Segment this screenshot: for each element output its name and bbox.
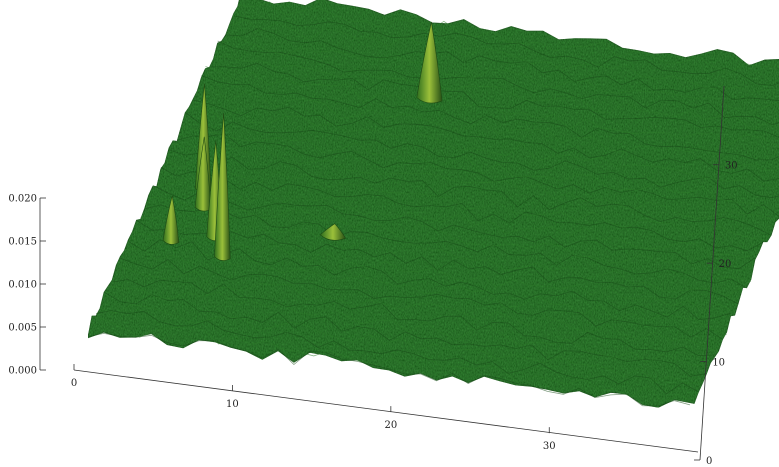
surface-texture-line: [168, 149, 772, 236]
surface-texture-line: [148, 196, 751, 283]
surface-texture-line: [164, 160, 768, 241]
peaks: [162, 21, 443, 261]
peak: [416, 21, 443, 104]
surface-texture-line: [136, 220, 739, 305]
surface-texture-line: [177, 133, 779, 217]
surface-texture-line: [152, 185, 756, 270]
z-tick-label: 0.000: [8, 366, 37, 377]
surface-texture-line: [160, 166, 764, 252]
surface-floor: [87, 0, 779, 408]
z-tick-label: 0.015: [8, 237, 37, 248]
surface-texture-line: [189, 106, 779, 188]
surface-texture-line: [229, 19, 779, 93]
x-tick-label: 10: [226, 399, 239, 410]
surface-texture-line: [120, 257, 723, 340]
y-tick-label: 0: [706, 456, 712, 467]
surface-texture-line: [193, 99, 779, 182]
surface-texture-line: [100, 304, 703, 384]
y-axis-line: [699, 85, 725, 461]
y-tick-label: 20: [719, 259, 732, 270]
surface-texture-line: [144, 204, 747, 289]
y-tick-label: 30: [725, 161, 738, 172]
axes: 0.000 0.005 0.010 0.015 0.020 0 10 20 30 0 10 20 30: [8, 85, 738, 467]
surface-texture-line: [237, 1, 779, 75]
surface-texture-line: [103, 291, 707, 377]
surface-texture-line: [112, 279, 715, 357]
surface-texture-line: [87, 332, 691, 407]
z-tick-label: 0.020: [8, 194, 37, 205]
surface-texture-line: [108, 286, 711, 367]
surface-texture-line: [116, 263, 719, 352]
x-tick-label: 0: [71, 378, 77, 389]
surface-texture-line: [209, 62, 779, 138]
surface-texture-line: [96, 310, 699, 395]
surface-texture-line: [217, 40, 779, 126]
surface-texture-line: [201, 75, 779, 161]
surface-texture-line: [185, 112, 779, 199]
x-tick-label: 20: [384, 420, 397, 431]
peak: [214, 113, 231, 261]
surface-texture-line: [213, 56, 779, 131]
peak: [194, 136, 212, 212]
z-tick-label: 0.010: [8, 280, 37, 291]
x-axis-line: [73, 369, 699, 453]
surface-texture-line: [197, 88, 779, 172]
surface-texture-line: [132, 231, 735, 313]
surface-texture-line: [181, 126, 779, 210]
surface-texture-line: [156, 178, 760, 259]
surface-texture-line: [91, 315, 695, 403]
surface-texture-line: [233, 15, 779, 86]
y-tick-label: 10: [712, 358, 725, 369]
peak: [319, 223, 347, 241]
surface-texture-line: [124, 247, 727, 335]
surface-texture-line: [172, 141, 776, 221]
x-tick-label: 30: [543, 441, 556, 452]
surface-texture-line: [221, 36, 779, 114]
surface-texture-line: [205, 66, 779, 148]
surface-texture-line: [140, 216, 743, 297]
peak: [162, 195, 180, 245]
z-tick-label: 0.005: [8, 323, 37, 334]
